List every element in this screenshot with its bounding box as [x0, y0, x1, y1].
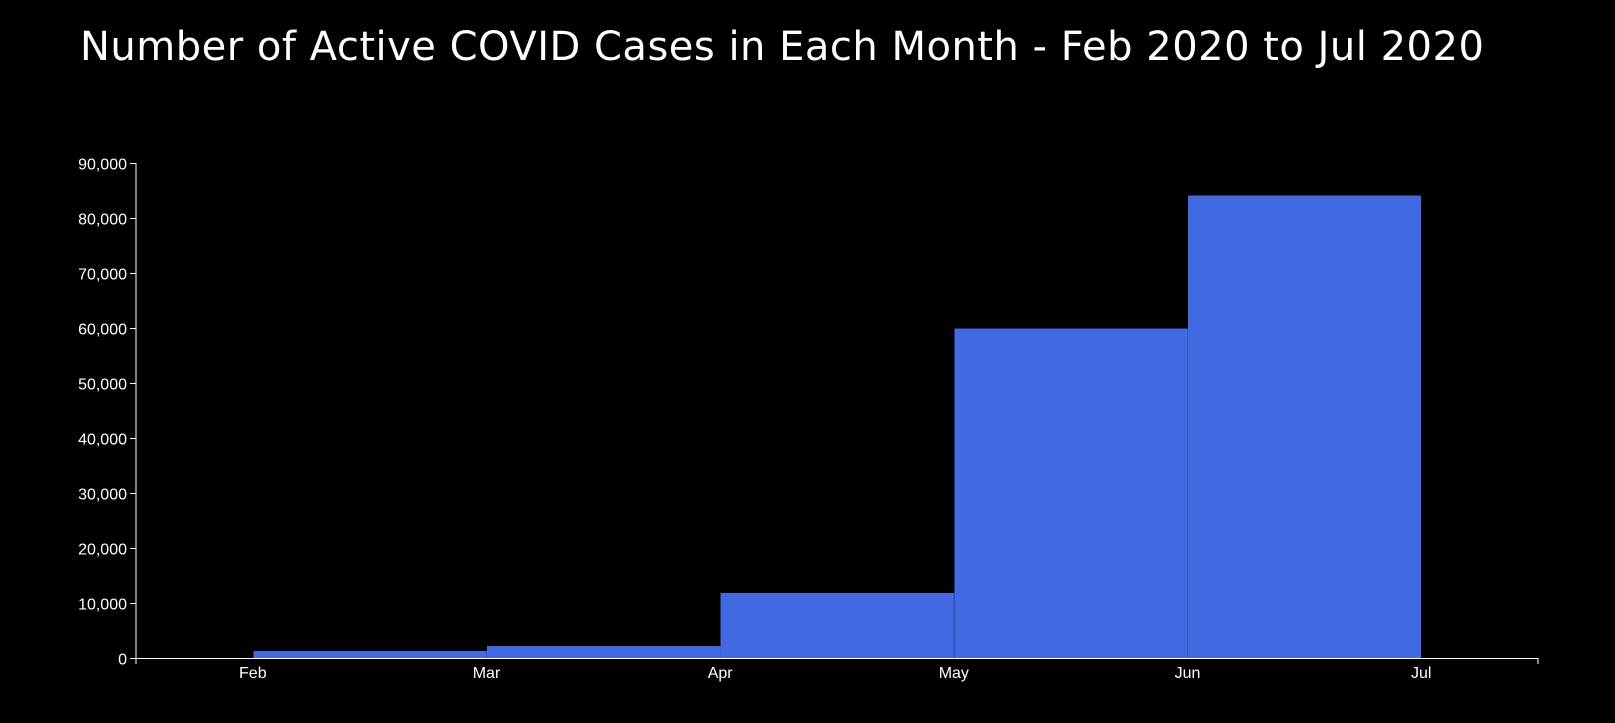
- bars: [253, 195, 1422, 658]
- bar-jul: [1188, 195, 1422, 658]
- bar-apr: [487, 645, 721, 658]
- x-tick-label-feb: Feb: [239, 665, 267, 682]
- y-tick-label: 60,000: [78, 322, 127, 339]
- y-tick-label: 70,000: [78, 267, 127, 284]
- x-tick-label-jul: Jul: [1411, 665, 1431, 682]
- y-tick-label: 50,000: [78, 377, 127, 394]
- y-tick-label: 10,000: [78, 597, 127, 614]
- x-tick-label-may: May: [939, 665, 969, 682]
- y-tick-label: 90,000: [78, 157, 127, 174]
- bar-jun: [954, 328, 1188, 658]
- x-tick-label-apr: Apr: [708, 665, 734, 682]
- x-axis: Feb Mar Apr May Jun Jul: [135, 658, 1539, 682]
- bar-may: [720, 593, 954, 658]
- bar-mar: [253, 650, 487, 658]
- y-tick-label: 0: [118, 652, 127, 669]
- x-tick-label-jun: Jun: [1175, 665, 1201, 682]
- chart-title: Number of Active COVID Cases in Each Mon…: [80, 24, 1485, 70]
- x-tick-label-mar: Mar: [473, 665, 501, 682]
- y-tick-label: 40,000: [78, 432, 127, 449]
- y-tick-label: 80,000: [78, 212, 127, 229]
- y-axis: 0 10,000 20,000 30,000 40,000 50,000 60,000 70,…: [78, 157, 137, 669]
- y-tick-label: 20,000: [78, 542, 127, 559]
- y-tick-label: 30,000: [78, 487, 127, 504]
